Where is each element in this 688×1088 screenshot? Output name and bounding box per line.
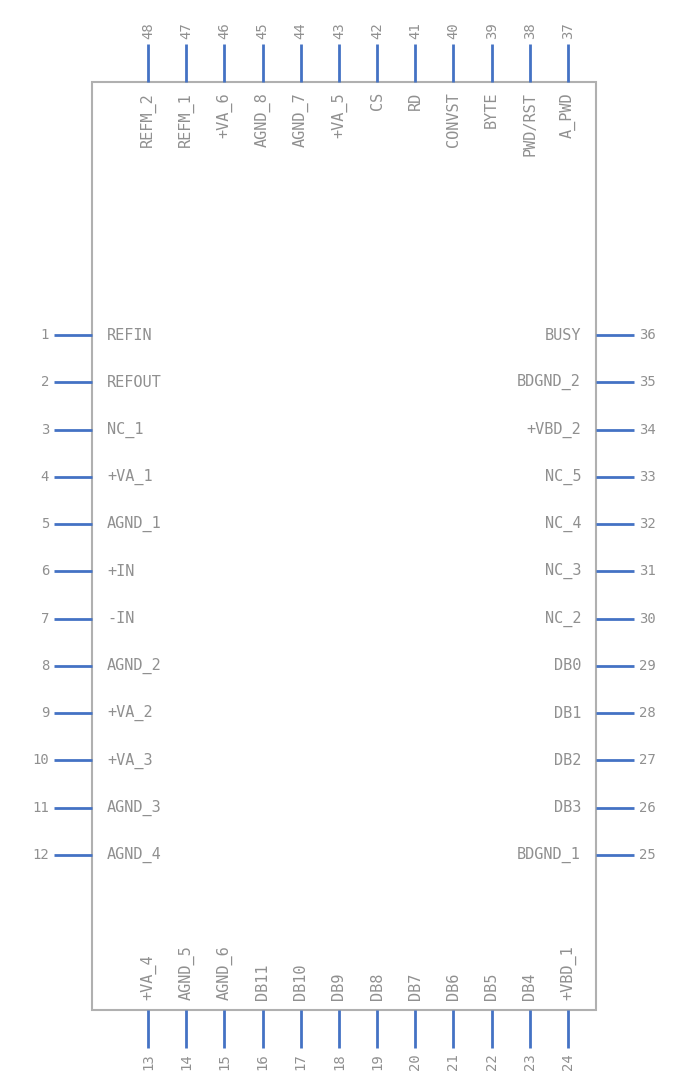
Text: DB2: DB2 xyxy=(554,753,581,768)
Text: AGND_7: AGND_7 xyxy=(292,92,309,147)
Text: DB3: DB3 xyxy=(554,801,581,815)
Text: 18: 18 xyxy=(332,1053,346,1070)
Text: 32: 32 xyxy=(639,517,656,531)
Text: +VBD_2: +VBD_2 xyxy=(526,421,581,437)
Text: NC_4: NC_4 xyxy=(544,516,581,532)
Text: AGND_1: AGND_1 xyxy=(107,516,162,532)
Text: +VA_6: +VA_6 xyxy=(216,92,233,137)
Text: 10: 10 xyxy=(32,754,49,767)
Text: DB11: DB11 xyxy=(255,964,270,1000)
Text: 3: 3 xyxy=(41,422,49,436)
Text: NC_2: NC_2 xyxy=(544,610,581,627)
Text: 25: 25 xyxy=(639,848,656,862)
Text: 11: 11 xyxy=(32,801,49,815)
Text: -IN: -IN xyxy=(107,611,134,626)
Text: AGND_2: AGND_2 xyxy=(107,658,162,673)
Text: AGND_4: AGND_4 xyxy=(107,846,162,863)
Text: BYTE: BYTE xyxy=(484,92,499,128)
Text: NC_5: NC_5 xyxy=(544,469,581,485)
Text: 47: 47 xyxy=(179,22,193,39)
Text: AGND_5: AGND_5 xyxy=(178,945,194,1000)
Text: DB5: DB5 xyxy=(484,973,499,1000)
Text: 33: 33 xyxy=(639,470,656,484)
Text: RD: RD xyxy=(408,92,422,110)
Text: PWD/RST: PWD/RST xyxy=(522,92,537,156)
Text: A_PWD: A_PWD xyxy=(560,92,576,137)
Text: 16: 16 xyxy=(255,1053,270,1070)
Text: 7: 7 xyxy=(41,611,49,626)
Text: BDGND_1: BDGND_1 xyxy=(517,846,581,863)
Text: DB1: DB1 xyxy=(554,706,581,720)
Text: REFIN: REFIN xyxy=(107,327,153,343)
Text: 17: 17 xyxy=(294,1053,308,1070)
Text: 45: 45 xyxy=(255,22,270,39)
Text: 46: 46 xyxy=(217,22,231,39)
Text: 37: 37 xyxy=(561,22,575,39)
Text: 34: 34 xyxy=(639,422,656,436)
Text: REFM_1: REFM_1 xyxy=(178,92,194,147)
Text: 20: 20 xyxy=(408,1053,422,1070)
Text: +VA_1: +VA_1 xyxy=(107,469,153,485)
Text: 35: 35 xyxy=(639,375,656,390)
Text: 26: 26 xyxy=(639,801,656,815)
Text: 22: 22 xyxy=(484,1053,499,1070)
Text: 27: 27 xyxy=(639,754,656,767)
Text: 9: 9 xyxy=(41,706,49,720)
Text: AGND_6: AGND_6 xyxy=(216,945,233,1000)
Text: 30: 30 xyxy=(639,611,656,626)
Text: DB4: DB4 xyxy=(522,973,537,1000)
Text: 40: 40 xyxy=(447,22,460,39)
Text: REFOUT: REFOUT xyxy=(107,374,162,390)
Text: 1: 1 xyxy=(41,327,49,342)
Text: +VA_5: +VA_5 xyxy=(331,92,347,137)
Text: 48: 48 xyxy=(141,22,155,39)
Text: CONVST: CONVST xyxy=(446,92,461,147)
Text: 15: 15 xyxy=(217,1053,231,1070)
Text: REFM_2: REFM_2 xyxy=(140,92,156,147)
Text: DB9: DB9 xyxy=(332,973,347,1000)
Text: DB10: DB10 xyxy=(293,964,308,1000)
Text: 24: 24 xyxy=(561,1053,575,1070)
Text: 28: 28 xyxy=(639,706,656,720)
Text: 13: 13 xyxy=(141,1053,155,1070)
Text: 8: 8 xyxy=(41,659,49,672)
Text: 41: 41 xyxy=(408,22,422,39)
Text: 12: 12 xyxy=(32,848,49,862)
Text: 21: 21 xyxy=(447,1053,460,1070)
Text: +VA_3: +VA_3 xyxy=(107,753,153,768)
Text: BDGND_2: BDGND_2 xyxy=(517,374,581,391)
Text: 4: 4 xyxy=(41,470,49,484)
Text: AGND_3: AGND_3 xyxy=(107,800,162,816)
Text: 43: 43 xyxy=(332,22,346,39)
Text: NC_3: NC_3 xyxy=(544,564,581,580)
Text: +VA_2: +VA_2 xyxy=(107,705,153,721)
Text: 36: 36 xyxy=(639,327,656,342)
Text: +VBD_1: +VBD_1 xyxy=(560,945,576,1000)
Text: CS: CS xyxy=(369,92,385,110)
Text: AGND_8: AGND_8 xyxy=(255,92,270,147)
Text: 23: 23 xyxy=(523,1053,537,1070)
Text: 31: 31 xyxy=(639,565,656,579)
Text: 14: 14 xyxy=(179,1053,193,1070)
Text: 39: 39 xyxy=(484,22,499,39)
Bar xyxy=(92,82,596,1010)
Text: +IN: +IN xyxy=(107,564,134,579)
Text: 2: 2 xyxy=(41,375,49,390)
Text: 6: 6 xyxy=(41,565,49,579)
Text: 19: 19 xyxy=(370,1053,384,1070)
Text: 44: 44 xyxy=(294,22,308,39)
Text: 5: 5 xyxy=(41,517,49,531)
Text: DB6: DB6 xyxy=(446,973,461,1000)
Text: 38: 38 xyxy=(523,22,537,39)
Text: 29: 29 xyxy=(639,659,656,672)
Text: DB0: DB0 xyxy=(554,658,581,673)
Text: DB7: DB7 xyxy=(408,973,422,1000)
Text: DB8: DB8 xyxy=(369,973,385,1000)
Text: BUSY: BUSY xyxy=(544,327,581,343)
Text: +VA_4: +VA_4 xyxy=(140,954,156,1000)
Text: 42: 42 xyxy=(370,22,384,39)
Text: NC_1: NC_1 xyxy=(107,421,144,437)
